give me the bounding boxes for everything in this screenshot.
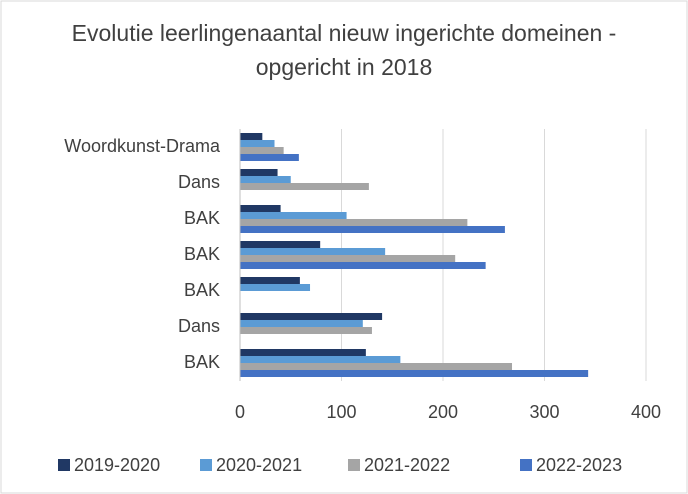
bar bbox=[240, 140, 275, 147]
y-tick-label: BAK bbox=[184, 244, 220, 264]
bar bbox=[240, 169, 278, 176]
y-tick-label: Dans bbox=[178, 316, 220, 336]
bar bbox=[240, 277, 300, 284]
bar bbox=[240, 133, 263, 140]
legend-label: 2019-2020 bbox=[74, 455, 160, 475]
bar bbox=[240, 320, 363, 327]
bar bbox=[240, 255, 456, 262]
x-tick-label: 200 bbox=[428, 402, 458, 422]
y-tick-label: BAK bbox=[184, 208, 220, 228]
bar bbox=[240, 349, 366, 356]
bar bbox=[240, 356, 401, 363]
bar bbox=[240, 219, 468, 226]
y-tick-label: BAK bbox=[184, 352, 220, 372]
bar bbox=[240, 327, 372, 334]
legend-swatch bbox=[348, 459, 360, 471]
bar bbox=[240, 313, 383, 320]
x-tick-label: 400 bbox=[631, 402, 661, 422]
legend-label: 2022-2023 bbox=[536, 455, 622, 475]
bar bbox=[240, 147, 284, 154]
bar bbox=[240, 212, 347, 219]
bar bbox=[240, 262, 486, 269]
bar bbox=[240, 205, 281, 212]
legend-label: 2020-2021 bbox=[216, 455, 302, 475]
chart-title: Evolutie leerlingenaantal nieuw ingerich… bbox=[71, 20, 617, 80]
x-tick-label: 0 bbox=[235, 402, 245, 422]
bar bbox=[240, 241, 321, 248]
legend-swatch bbox=[200, 459, 212, 471]
bar bbox=[240, 183, 369, 190]
legend-label: 2021-2022 bbox=[364, 455, 450, 475]
y-tick-label: BAK bbox=[184, 280, 220, 300]
bar bbox=[240, 154, 299, 161]
y-tick-label: Dans bbox=[178, 172, 220, 192]
y-tick-label: Woordkunst-Drama bbox=[64, 136, 221, 156]
bar bbox=[240, 363, 513, 370]
x-tick-label: 100 bbox=[326, 402, 356, 422]
bar bbox=[240, 248, 386, 255]
bar bbox=[240, 284, 311, 291]
x-tick-label: 300 bbox=[529, 402, 559, 422]
bar bbox=[240, 226, 505, 233]
bar bbox=[240, 370, 589, 377]
legend-swatch bbox=[58, 459, 70, 471]
bar bbox=[240, 176, 291, 183]
legend-swatch bbox=[520, 459, 532, 471]
